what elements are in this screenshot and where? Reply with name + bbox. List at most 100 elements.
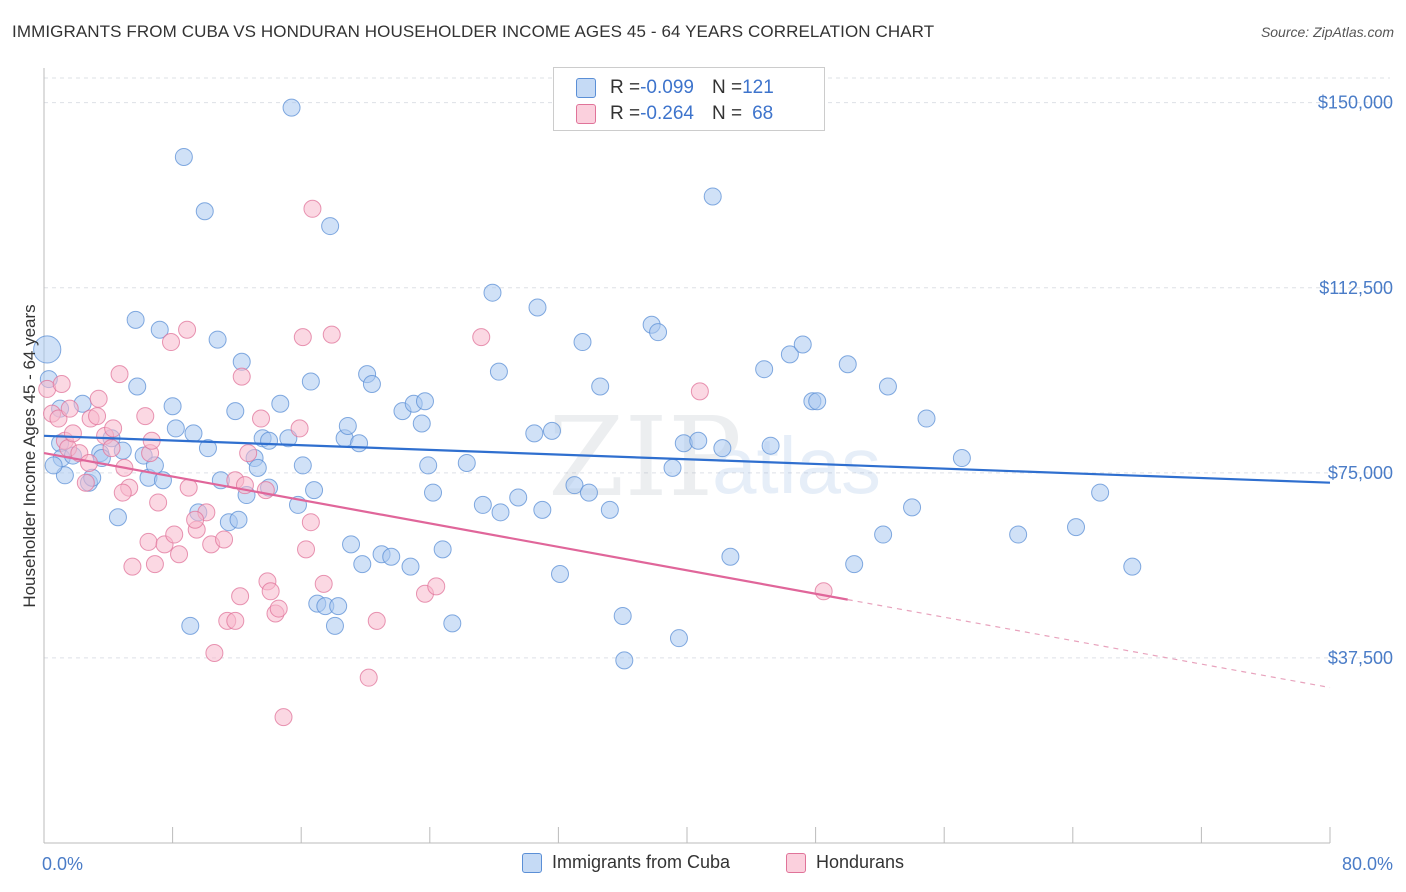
series-swatch-cuba <box>522 852 542 873</box>
point-cuba <box>305 481 324 500</box>
point-cuba <box>443 614 462 633</box>
point-cuba <box>489 362 508 381</box>
legend-swatch-cuba <box>576 78 596 98</box>
point-hondurans <box>63 424 82 443</box>
point-cuba <box>128 377 147 396</box>
point-cuba <box>713 439 732 458</box>
point-cuba <box>293 456 312 475</box>
y-tick-label: $75,000 <box>1328 463 1393 483</box>
point-hondurans <box>205 643 224 662</box>
point-hondurans <box>170 545 189 564</box>
point-hondurans <box>60 399 79 418</box>
point-hondurans <box>690 382 709 401</box>
point-cuba <box>483 283 502 302</box>
legend-r-value: -0.264 <box>640 103 694 124</box>
point-cuba <box>509 488 528 507</box>
point-cuba <box>44 456 63 475</box>
point-cuba <box>329 597 348 616</box>
point-cuba <box>703 187 722 206</box>
point-hondurans <box>239 444 258 463</box>
point-cuba <box>579 483 598 502</box>
point-cuba <box>615 651 634 670</box>
axis-labels: $37,500 $75,000 $112,500 $150,000 0.0% 80.0% H… <box>20 93 1393 874</box>
point-hondurans <box>290 419 309 438</box>
point-cuba <box>491 503 510 522</box>
point-hondurans <box>303 199 322 218</box>
legend-swatch-hondurans <box>576 104 596 124</box>
point-hondurans <box>178 320 197 339</box>
point-cuba <box>600 500 619 519</box>
point-hondurans <box>232 367 251 386</box>
data-points <box>33 98 1142 727</box>
point-hondurans <box>89 389 108 408</box>
point-cuba <box>542 421 561 440</box>
y-axis-title: Householder Income Ages 45 - 64 years <box>20 304 39 607</box>
trend-line-hondurans-extrapolated <box>847 599 1331 689</box>
point-hondurans <box>301 513 320 532</box>
chart-title: IMMIGRANTS FROM CUBA VS HONDURAN HOUSEHO… <box>12 22 935 41</box>
point-hondurans <box>252 409 271 428</box>
point-cuba <box>525 424 544 443</box>
point-cuba <box>591 377 610 396</box>
point-cuba <box>874 525 893 544</box>
series-label-hondurans: Hondurans <box>816 852 905 872</box>
legend-row-hondurans: R = -0.264 N = 68 <box>576 102 773 126</box>
legend-n-label: N = <box>711 77 743 98</box>
point-cuba <box>663 458 682 477</box>
point-cuba <box>108 508 127 527</box>
point-cuba <box>808 392 827 411</box>
point-cuba <box>338 416 357 435</box>
point-cuba <box>208 330 227 349</box>
point-cuba <box>401 557 420 576</box>
point-cuba <box>669 629 688 648</box>
point-cuba <box>126 310 145 329</box>
axes <box>43 68 1331 844</box>
point-cuba <box>689 431 708 450</box>
x-tick-label: 80.0% <box>1342 854 1393 874</box>
legend-r-label: R = <box>610 77 641 98</box>
point-cuba <box>184 424 203 443</box>
point-cuba <box>301 372 320 391</box>
point-hondurans <box>215 530 234 549</box>
stats-legend: R = -0.099 N = 121 R = -0.264 N = 68 <box>553 67 825 131</box>
point-cuba <box>271 394 290 413</box>
point-cuba <box>226 402 245 421</box>
point-cuba <box>533 500 552 519</box>
point-hondurans <box>226 611 245 630</box>
point-cuba <box>163 397 182 416</box>
point-cuba <box>433 540 452 559</box>
point-hondurans <box>367 611 386 630</box>
point-cuba <box>198 439 217 458</box>
point-cuba <box>878 377 897 396</box>
point-cuba <box>565 476 584 495</box>
legend-r-label: R = <box>610 103 641 124</box>
point-hondurans <box>123 557 142 576</box>
point-hondurans <box>322 325 341 344</box>
y-tick-label: $112,500 <box>1319 278 1393 298</box>
point-hondurans <box>231 587 250 606</box>
point-hondurans <box>165 525 184 544</box>
point-cuba <box>573 333 592 352</box>
legend-n-label: N = <box>711 103 743 124</box>
point-hondurans <box>139 532 158 551</box>
point-hondurans <box>161 333 180 352</box>
point-cuba <box>321 217 340 236</box>
point-cuba <box>649 323 668 342</box>
y-tick-label: $150,000 <box>1318 93 1393 113</box>
trend-line-cuba <box>43 434 1331 484</box>
point-cuba <box>419 456 438 475</box>
point-hondurans <box>186 510 205 529</box>
point-cuba <box>551 565 570 584</box>
point-cuba <box>362 375 381 393</box>
point-cuba <box>174 147 193 166</box>
point-cuba <box>248 458 267 477</box>
point-cuba <box>282 98 301 117</box>
point-cuba <box>342 535 361 554</box>
point-hondurans <box>113 483 132 502</box>
x-tick-label: 0.0% <box>42 854 83 874</box>
point-cuba <box>528 298 547 317</box>
point-cuba <box>150 320 169 339</box>
trend-lines <box>43 434 1331 689</box>
point-cuba <box>415 392 434 411</box>
point-cuba <box>457 453 476 472</box>
